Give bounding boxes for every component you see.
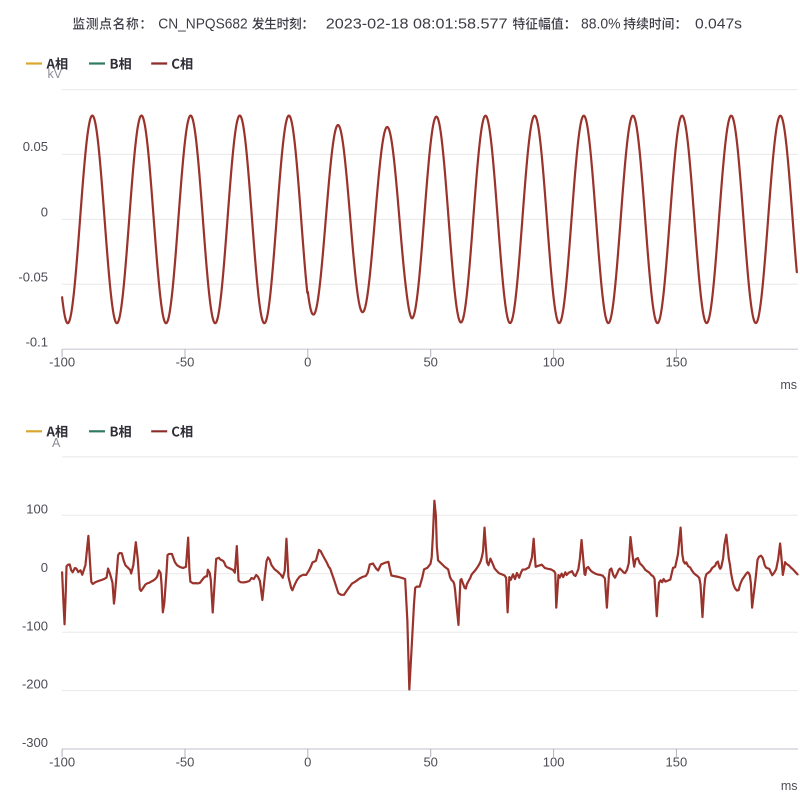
- svg-text:-100: -100: [49, 355, 75, 370]
- svg-text:-300: -300: [22, 735, 48, 750]
- svg-text:0.047s: 0.047s: [695, 16, 742, 33]
- svg-text:-200: -200: [22, 677, 48, 692]
- svg-text:-50: -50: [176, 755, 195, 770]
- svg-text:0: 0: [41, 560, 48, 575]
- svg-text:-0.1: -0.1: [26, 334, 48, 349]
- svg-text:100: 100: [543, 355, 565, 370]
- svg-text:100: 100: [543, 755, 565, 770]
- svg-text:150: 150: [666, 755, 688, 770]
- svg-text:CN_NPQS682: CN_NPQS682: [158, 16, 247, 33]
- svg-text:150: 150: [666, 355, 688, 370]
- svg-text:100: 100: [26, 501, 48, 516]
- svg-text:0: 0: [304, 755, 311, 770]
- svg-text:-50: -50: [176, 355, 195, 370]
- svg-text:ms: ms: [780, 378, 797, 392]
- svg-text:ms: ms: [781, 779, 798, 793]
- svg-text:-100: -100: [22, 618, 48, 633]
- svg-text:A: A: [52, 436, 61, 450]
- svg-text:kV: kV: [48, 67, 63, 81]
- svg-text:0: 0: [304, 355, 311, 370]
- svg-text:0.05: 0.05: [23, 139, 48, 154]
- svg-text:50: 50: [423, 355, 437, 370]
- svg-text:-0.05: -0.05: [18, 269, 48, 284]
- svg-text:0: 0: [41, 204, 48, 219]
- svg-text:88.0%: 88.0%: [581, 16, 621, 33]
- svg-text:-100: -100: [49, 755, 75, 770]
- svg-text:2023-02-18 08:01:58.577: 2023-02-18 08:01:58.577: [326, 16, 508, 33]
- svg-text:50: 50: [423, 755, 437, 770]
